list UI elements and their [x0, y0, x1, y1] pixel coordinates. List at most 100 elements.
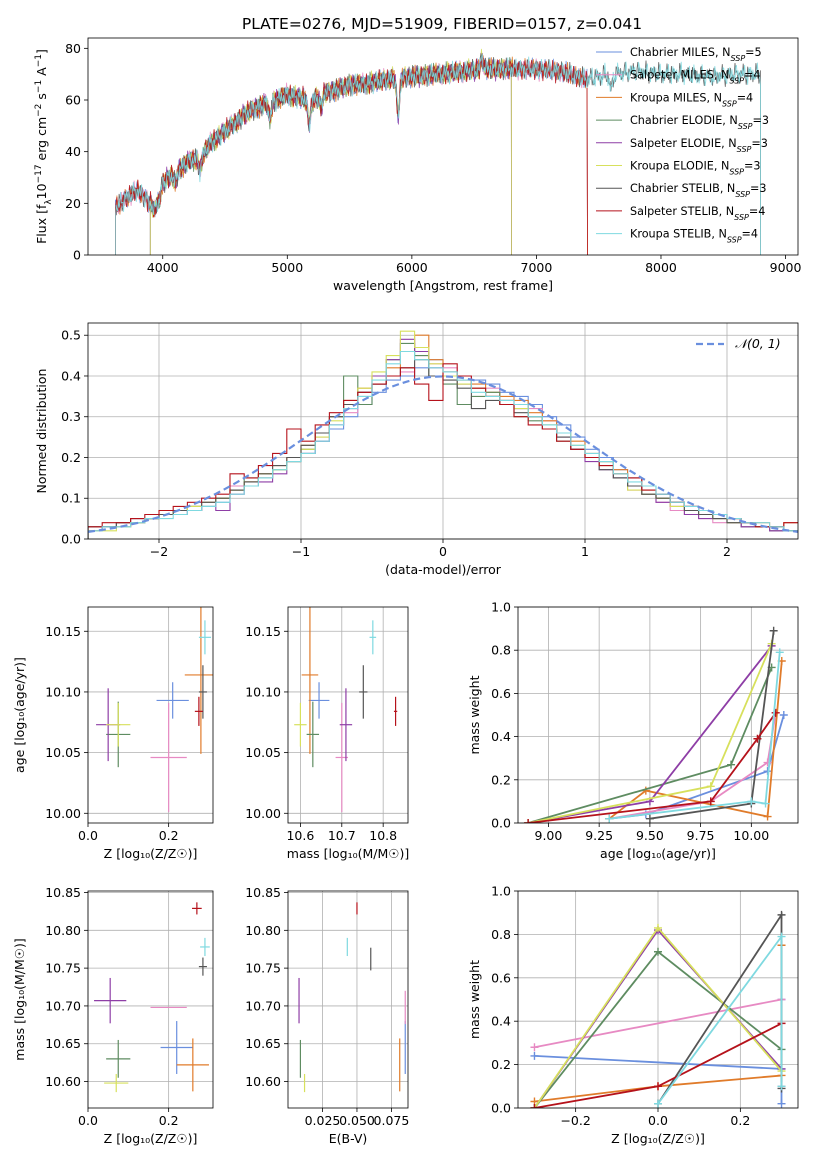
- weight-marker: [775, 648, 784, 657]
- errorbar-point: [301, 607, 319, 754]
- weight-marker: [761, 799, 770, 808]
- weight-series: [609, 652, 781, 820]
- y-axis-label: age [log₁₀(age/yr)]: [12, 657, 27, 773]
- x-axis-label: mass [log₁₀(M/M☉)]: [287, 846, 409, 861]
- weight-marker: [530, 1104, 539, 1108]
- plot-layer: 4000 5000 6000 7000 8000 9000020406080wavelen…: [12, 37, 801, 1146]
- errorbar-point: [94, 977, 127, 1024]
- x-tick-label: 2: [723, 544, 731, 559]
- errorbar-point: [194, 696, 203, 726]
- legend-label-text: Salpeter STELIB, N: [630, 205, 734, 218]
- y-tick-label: 0.0: [491, 1101, 511, 1116]
- legend-label-text: Kroupa ELODIE, N: [630, 160, 729, 173]
- x-axis-label: E(B-V): [329, 1131, 368, 1146]
- x-tick-label: 9.50: [636, 828, 664, 843]
- axes-frame: [287, 890, 409, 1109]
- legend-label: Salpeter ELODIE, NSSP=3: [630, 137, 768, 154]
- axes-frame: [87, 37, 799, 256]
- x-tick-label: −0.2: [560, 1113, 590, 1128]
- x-tick-label: 0.0: [648, 1113, 668, 1128]
- plot-area-weight_vs_Z: [530, 910, 786, 1108]
- plot-area-age_vs_mass: [294, 607, 398, 813]
- x-tick-label: −1: [292, 544, 310, 559]
- x-tick-label: 0.2: [730, 1113, 750, 1128]
- weight-marker: [777, 1099, 786, 1108]
- errorbar-point: [176, 1038, 209, 1092]
- errorbar-point: [339, 688, 353, 762]
- errorbar-point: [393, 696, 398, 726]
- y-tick-label: 0.8: [491, 643, 511, 658]
- plot-area-mass_vs_Z: [94, 902, 210, 1093]
- y-tick-label: 10.75: [245, 961, 281, 976]
- y-tick-label: 0.6: [491, 686, 511, 701]
- errorbar-point: [106, 1039, 131, 1078]
- y-tick-label: 10.60: [45, 1074, 81, 1089]
- axes-frame: [287, 606, 409, 824]
- errorbar-point: [150, 702, 187, 813]
- legend-label: Salpeter MILES, NSSP=4: [630, 69, 761, 86]
- x-axis-label: wavelength [Angstrom, rest frame]: [333, 278, 553, 293]
- y-tick-label: 10.00: [245, 806, 281, 821]
- x-tick-label: 0.0: [78, 1113, 98, 1128]
- legend-label: Salpeter STELIB, NSSP=4: [630, 205, 765, 222]
- legend-label-suffix: =4: [749, 205, 766, 218]
- y-axis-label: mass weight: [467, 960, 482, 1039]
- y-tick-label: 1.0: [491, 600, 511, 615]
- x-tick-label: 0.2: [159, 828, 179, 843]
- y-axis-label-part: Flux [f: [34, 204, 49, 244]
- weight-marker: [727, 760, 736, 769]
- weight-marker: [654, 947, 662, 956]
- weight-marker: [763, 812, 772, 821]
- x-tick-label: 0.0: [78, 828, 98, 843]
- y-tick-label: 0.1: [61, 491, 81, 506]
- legend-label-text: Salpeter ELODIE, N: [630, 137, 737, 150]
- axes-age_vs_Z: 0.0 0.2 10.00 10.05 10.10 10.15 Z [log₁₀(Z/Z☉)…: [12, 606, 214, 861]
- legend: Chabrier MILES, N SSP =5 Salpeter MILES, NS…: [596, 46, 769, 244]
- x-tick-label: 4000: [147, 260, 179, 275]
- spectrum-line: [115, 53, 761, 255]
- y-axis-label-part: 10: [34, 183, 49, 199]
- weight-marker: [771, 708, 780, 717]
- legend-label-suffix: =4: [744, 69, 761, 82]
- y-tick-label: 10.05: [45, 745, 81, 760]
- x-tick-label: 0: [439, 544, 447, 559]
- legend-label: Chabrier ELODIE, NSSP=3: [630, 114, 769, 131]
- legend-label-subscript: SSP: [722, 99, 737, 108]
- x-tick-label: 7000: [521, 260, 553, 275]
- errorbar-point: [198, 957, 207, 976]
- figure-title: PLATE=0276, MJD=51909, FIBERID=0157, z=0…: [242, 15, 642, 33]
- y-tick-label: 10.80: [45, 923, 81, 938]
- weight-marker: [654, 923, 662, 932]
- weight-marker: [645, 814, 654, 823]
- errorbar-point: [359, 665, 368, 719]
- x-tick-label: 9.25: [585, 828, 613, 843]
- weight-marker: [530, 1043, 539, 1052]
- weight-marker: [779, 711, 788, 719]
- y-tick-label: 10.60: [245, 1074, 281, 1089]
- weight-marker: [777, 932, 786, 941]
- y-axis-label-part: A: [34, 67, 49, 80]
- legend-label-subscript: SSP: [727, 235, 742, 244]
- plot-area-spectrum: [115, 48, 761, 255]
- plot-area-weight_vs_age: [524, 626, 788, 823]
- errorbar-point: [104, 1073, 129, 1093]
- legend-label-text: Chabrier MILES, N: [630, 46, 730, 59]
- weight-marker: [777, 910, 786, 919]
- y-tick-label: 10.10: [45, 684, 81, 699]
- y-tick-label: 10.00: [45, 806, 81, 821]
- errorbar-point: [198, 665, 207, 719]
- y-tick-label: 1.0: [491, 884, 511, 899]
- y-axis-label: Normed distribution: [34, 369, 49, 494]
- y-tick-label: 0.4: [61, 368, 81, 383]
- y-tick-label: 10.15: [45, 624, 81, 639]
- legend-label-suffix: =5: [745, 46, 762, 59]
- y-tick-label: 10.80: [245, 923, 281, 938]
- legend-label-text: Kroupa MILES, N: [630, 91, 722, 104]
- axes-residuals: −2 −1 0 1 2 0.0 0.1 0.2 0.3 0.4 0.5 (data-model)/er…: [34, 322, 799, 577]
- x-tick-label: 9.00: [535, 828, 563, 843]
- y-tick-label: 10.75: [45, 961, 81, 976]
- weight-marker: [654, 1099, 662, 1108]
- weight-series: [527, 712, 777, 823]
- x-tick-label: 10.7: [328, 828, 356, 843]
